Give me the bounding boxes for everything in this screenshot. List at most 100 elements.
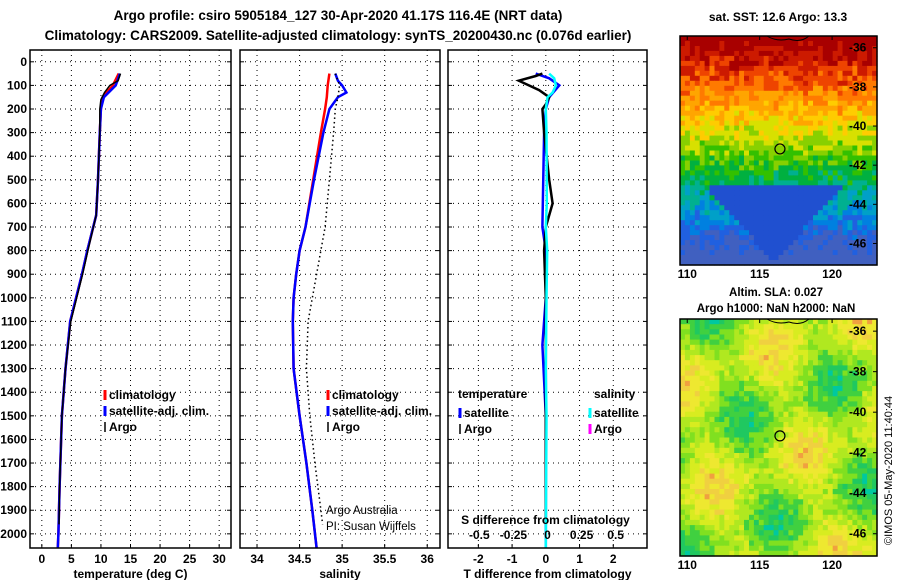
map-cell [704,245,711,251]
map-cell [847,437,853,444]
map-cell [867,250,873,256]
map-cell [837,215,844,221]
map-cell [808,80,814,87]
map-cell [862,386,868,392]
map-cell [847,145,853,152]
map-cell [744,115,750,122]
map-cell [768,85,775,92]
map-cell [744,514,750,521]
map-cell [857,180,863,186]
map-cell [832,329,839,336]
map-cell [699,416,706,423]
map-cell [817,380,824,387]
map-cell [753,90,760,97]
map-cell [768,535,775,542]
map-cell [852,514,858,521]
map-cell [763,65,770,72]
map-cell [808,319,814,325]
map-cell [813,391,819,397]
map-cell [734,416,740,423]
map-cell [744,463,750,470]
map-cell [803,437,809,444]
map-cell [719,85,725,92]
map-cell [719,550,725,557]
map-cell [724,530,730,536]
map-cell [704,205,711,211]
map-cell [763,125,770,132]
series-line-satellite-adj-clim- [291,73,349,549]
map-cell [857,60,863,67]
map-cell [758,85,765,92]
x-tick-label: 30 [212,552,226,566]
map-cell [724,504,730,511]
map-cell [862,36,868,42]
map-cell [719,396,725,403]
map-cell [832,50,839,57]
map-cell [768,468,775,475]
map-cell [734,319,740,325]
map-cell [793,155,799,162]
map-cell [867,324,873,330]
map-cell [813,530,819,536]
map-cell [719,494,725,500]
map-cell [832,509,839,516]
map-cell [822,65,829,72]
map-cell [744,339,750,346]
map-cell [719,36,725,42]
map-cell [773,375,780,382]
map-cell [837,447,844,454]
map-cell [753,135,760,142]
map-cell [817,240,824,246]
map-cell [817,130,824,137]
map-cell [734,391,740,397]
map-cell [827,370,834,377]
map-cell [773,401,780,408]
map-cell [817,540,824,547]
map-cell [704,95,711,102]
map-cell [694,180,701,186]
map-cell [813,504,819,511]
map-cell [857,442,863,449]
map-cell [689,255,696,261]
map-cell [783,245,789,251]
map-cell [872,406,878,413]
map-cell [763,509,770,516]
map-cell [719,205,725,211]
map-cell [827,416,834,423]
map-cell [773,324,780,330]
map-cell [714,416,720,423]
map-cell [773,396,780,403]
map-cell [689,525,696,531]
x-tick-label: 25 [183,552,197,566]
map-cell [862,90,868,97]
map-cell [689,535,696,542]
map-cell [729,95,735,102]
map-cell [798,514,804,521]
map-cell [837,125,844,132]
map-cell [793,432,799,439]
map-cell [768,95,775,102]
map-cell [689,545,696,552]
map-cell [734,504,740,511]
map-cell [862,50,868,57]
map-cell [817,509,824,516]
map-cell [714,185,720,191]
map-cell [842,370,848,377]
map-cell [684,70,691,77]
map-cell [872,329,878,336]
map-cell [699,437,706,444]
map-cell [862,190,868,196]
map-cell [837,195,844,201]
map-cell [872,375,878,382]
map-cell [734,65,740,72]
map-cell [689,175,696,181]
map-cell [724,185,730,191]
map-cell [832,344,839,351]
map-cell [778,50,784,57]
map-cell [827,463,834,470]
map-cell [689,386,696,392]
map-cell [778,260,784,266]
map-cell [763,391,770,397]
map-cell [803,160,809,167]
map-cell [719,240,725,246]
